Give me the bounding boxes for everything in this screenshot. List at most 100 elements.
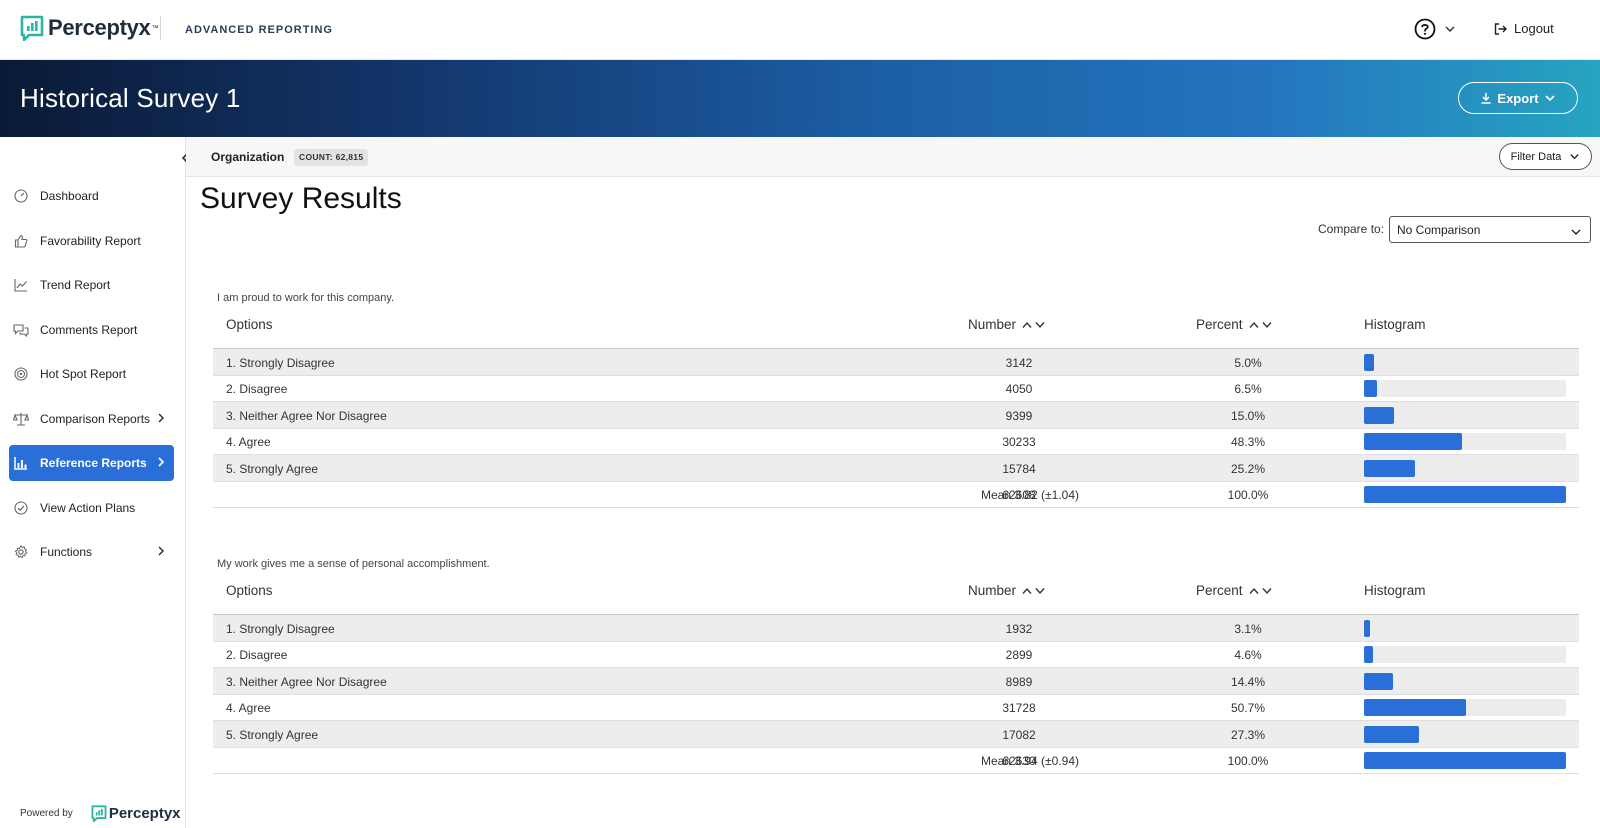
percent-value: 3.1% xyxy=(1234,622,1262,636)
help-menu-chevron-down-icon[interactable] xyxy=(1444,22,1456,34)
number-value: 31728 xyxy=(1002,701,1036,716)
download-icon xyxy=(1481,93,1491,104)
percent-value: 6.5% xyxy=(1234,382,1262,397)
table-row: 4. Agree 31728 50.7% xyxy=(213,694,1579,722)
option-label: 1. Strongly Disagree xyxy=(226,356,335,370)
target-icon xyxy=(13,366,29,382)
histogram-track xyxy=(1364,752,1566,769)
sidebar-item-favorability-report[interactable]: Favorability Report xyxy=(9,223,174,259)
percent-value: 4.6% xyxy=(1234,648,1262,663)
sidebar-item-label: Comments Report xyxy=(40,323,138,337)
logo-mark-icon xyxy=(20,15,44,42)
sort-descending-icon[interactable] xyxy=(1035,317,1045,332)
number-value: 17082 xyxy=(1002,727,1036,742)
histogram-bar xyxy=(1364,406,1395,424)
filter-data-button[interactable]: Filter Data xyxy=(1499,143,1592,170)
sidebar-item-dashboard[interactable]: Dashboard xyxy=(9,178,174,214)
histogram-bar xyxy=(1364,752,1566,769)
percent-value: 100.0% xyxy=(1227,754,1269,768)
question-text: I am proud to work for this company. xyxy=(217,292,395,304)
table-header: Options Number Percent Histogram xyxy=(213,571,1579,615)
histogram-track xyxy=(1364,433,1566,451)
logout-button[interactable]: Logout xyxy=(1494,21,1554,36)
sidebar-item-comparison-reports[interactable]: Comparison Reports xyxy=(9,401,174,437)
column-number[interactable]: Number xyxy=(968,583,1045,598)
number-value: 3142 xyxy=(1005,356,1033,370)
table-row: 3. Neither Agree Nor Disagree 9399 15.0% xyxy=(213,401,1579,429)
header-divider xyxy=(160,16,161,40)
percent-value: 48.3% xyxy=(1230,435,1266,450)
histogram-track xyxy=(1364,486,1566,503)
perceptyx-logo[interactable]: Perceptyx ™ xyxy=(20,15,159,42)
sidebar-item-comments-report[interactable]: Comments Report xyxy=(9,312,174,348)
number-value: 4050 xyxy=(1005,382,1033,397)
chevron-down-icon xyxy=(1570,154,1580,160)
sidebar-item-reference-reports[interactable]: Reference Reports xyxy=(9,445,174,481)
option-label: 3. Neither Agree Nor Disagree xyxy=(226,674,387,689)
top-bar: Perceptyx ™ ADVANCED REPORTING Logout xyxy=(0,0,1600,60)
sidebar-item-label: Dashboard xyxy=(40,189,99,203)
percent-value: 25.2% xyxy=(1230,461,1266,476)
column-label: Percent xyxy=(1196,317,1243,332)
sort-descending-icon[interactable] xyxy=(1035,583,1045,598)
percent-value: 5.0% xyxy=(1234,356,1262,370)
percent-value: 50.7% xyxy=(1230,701,1266,716)
chevron-right-icon xyxy=(158,413,165,423)
column-label: Number xyxy=(968,317,1017,332)
histogram-track xyxy=(1364,672,1566,690)
histogram-bar xyxy=(1364,646,1374,664)
histogram-track xyxy=(1364,354,1566,371)
brand-trademark: ™ xyxy=(151,24,159,32)
sort-ascending-icon[interactable] xyxy=(1022,583,1032,598)
sidebar-item-label: Trend Report xyxy=(40,278,111,292)
sort-ascending-icon[interactable] xyxy=(1022,317,1032,332)
column-percent[interactable]: Percent xyxy=(1196,583,1272,598)
survey-title: Historical Survey 1 xyxy=(20,83,241,113)
histogram-track xyxy=(1364,646,1566,664)
option-label: 2. Disagree xyxy=(226,382,288,397)
sort-descending-icon[interactable] xyxy=(1262,317,1272,332)
column-options: Options xyxy=(226,583,273,598)
sidebar-item-trend-report[interactable]: Trend Report xyxy=(9,267,174,303)
option-label: 2. Disagree xyxy=(226,648,288,663)
percent-value: 15.0% xyxy=(1230,408,1266,423)
organization-label[interactable]: Organization xyxy=(211,150,285,164)
option-label: 4. Agree xyxy=(226,435,271,450)
histogram-bar xyxy=(1364,699,1467,717)
chevron-down-icon xyxy=(1545,95,1555,102)
brand-name: Perceptyx xyxy=(48,15,151,40)
powered-by-logo: Perceptyx xyxy=(91,805,181,822)
sort-ascending-icon[interactable] xyxy=(1249,583,1259,598)
sidebar-item-functions[interactable]: Functions xyxy=(9,534,174,570)
thumbs-up-icon xyxy=(13,233,29,249)
logout-icon xyxy=(1494,22,1507,35)
column-number[interactable]: Number xyxy=(968,317,1045,332)
histogram-track xyxy=(1364,620,1566,637)
column-percent[interactable]: Percent xyxy=(1196,317,1272,332)
column-histogram: Histogram xyxy=(1364,583,1426,598)
histogram-bar xyxy=(1364,725,1420,743)
sort-ascending-icon[interactable] xyxy=(1249,317,1259,332)
filter-data-label: Filter Data xyxy=(1510,150,1562,163)
dashboard-icon xyxy=(13,188,29,204)
sidebar-item-view-action-plans[interactable]: View Action Plans xyxy=(9,490,174,526)
comments-icon xyxy=(13,322,29,338)
sidebar-item-label: Reference Reports xyxy=(40,456,147,470)
help-icon[interactable] xyxy=(1414,18,1436,40)
histogram-track xyxy=(1364,459,1566,477)
sort-descending-icon[interactable] xyxy=(1262,583,1272,598)
compare-to-value: No Comparison xyxy=(1397,223,1481,237)
histogram-bar xyxy=(1364,459,1415,477)
sidebar-item-hot-spot-report[interactable]: Hot Spot Report xyxy=(9,356,174,392)
table-row: 1. Strongly Disagree 3142 5.0% xyxy=(213,349,1579,376)
percent-value: 100.0% xyxy=(1227,488,1269,502)
column-label: Number xyxy=(968,583,1017,598)
column-label: Options xyxy=(226,583,273,598)
option-label: 4. Agree xyxy=(226,701,271,716)
export-button[interactable]: Export xyxy=(1458,82,1578,114)
histogram-track xyxy=(1364,380,1566,398)
compare-to-label: Compare to: xyxy=(1318,222,1385,236)
section-title: ADVANCED REPORTING xyxy=(185,24,333,36)
compare-to-select[interactable]: No Comparison xyxy=(1389,216,1591,243)
column-label: Options xyxy=(226,317,273,332)
